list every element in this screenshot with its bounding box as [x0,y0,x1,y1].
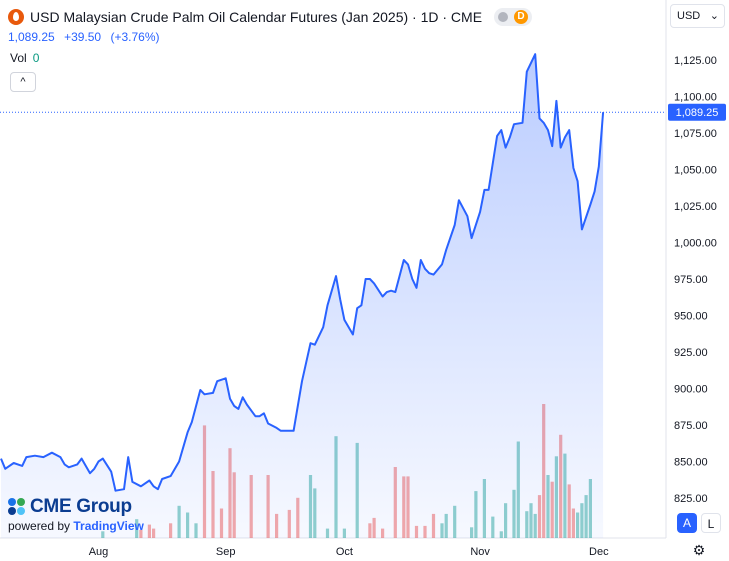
price-tick-label: 875.00 [674,420,708,432]
price-tick-label: 975.00 [674,274,708,286]
cme-group-brand: CME Group [30,496,132,517]
powered-by-prefix: powered by [8,519,71,533]
cme-globe-icon [8,498,26,516]
price-tick-label: 1,050.00 [674,165,717,177]
volume-label: Vol [10,51,27,65]
currency-select[interactable]: USD ⌄ [670,4,725,28]
collapse-legend-button[interactable]: ^ [10,72,36,92]
time-tick-label: Nov [470,546,490,558]
price-summary: 1,089.25 +39.50 (+3.76%) [8,30,165,44]
delayed-data-badge: D [514,10,529,24]
price-line [0,53,605,492]
volume-legend[interactable]: Vol 0 [10,51,39,65]
price-tick-label: 1,000.00 [674,238,717,250]
market-status-pill[interactable]: D [494,8,533,26]
price-tick-label: 1,125.00 [674,55,717,67]
time-tick-label: Oct [336,546,353,558]
tradingview-brand: TradingView [73,519,144,533]
market-closed-dot-icon [498,12,509,22]
time-tick-label: Aug [89,546,109,558]
powered-by-text: powered by TradingView [8,519,144,533]
gear-icon[interactable]: ⚙ [692,542,706,558]
price-tick-label: 950.00 [674,311,708,323]
time-tick-label: Sep [216,546,236,558]
currency-value: USD [677,10,701,22]
price-tick-label: 900.00 [674,384,708,396]
log-scale-button[interactable]: L [701,513,721,533]
price-area-fill [1,54,604,538]
time-axis-labels[interactable]: Aug Sep Oct Nov Dec [89,546,609,558]
current-price-label: 1,089.25 [676,107,719,119]
cme-tradingview-logo[interactable]: CME Group powered by TradingView [8,496,144,533]
chevron-down-icon: ⌄ [709,10,719,22]
time-tick-label: Dec [589,546,609,558]
price-tick-label: 1,100.00 [674,92,717,104]
chart-title[interactable]: USD Malaysian Crude Palm Oil Calendar Fu… [30,9,483,25]
price-axis-labels[interactable]: 825.00 850.00 875.00 900.00 925.00 950.00 975.… [674,55,717,505]
price-tick-label: 1,025.00 [674,201,717,213]
price-tick-label: 825.00 [674,493,708,505]
legend-header: USD Malaysian Crude Palm Oil Calendar Fu… [8,7,533,27]
price-tick-label: 925.00 [674,347,708,359]
volume-value: 0 [32,51,40,65]
price-tick-label: 850.00 [674,457,708,469]
last-price: 1,089.25 [8,30,55,44]
price-tick-label: 1,075.00 [674,128,717,140]
price-change-percent: (+3.76%) [110,30,160,44]
price-change: +39.50 [64,30,102,44]
palm-oil-symbol-icon [8,9,24,25]
auto-scale-button[interactable]: A [677,513,697,533]
current-price-badge [668,103,726,121]
